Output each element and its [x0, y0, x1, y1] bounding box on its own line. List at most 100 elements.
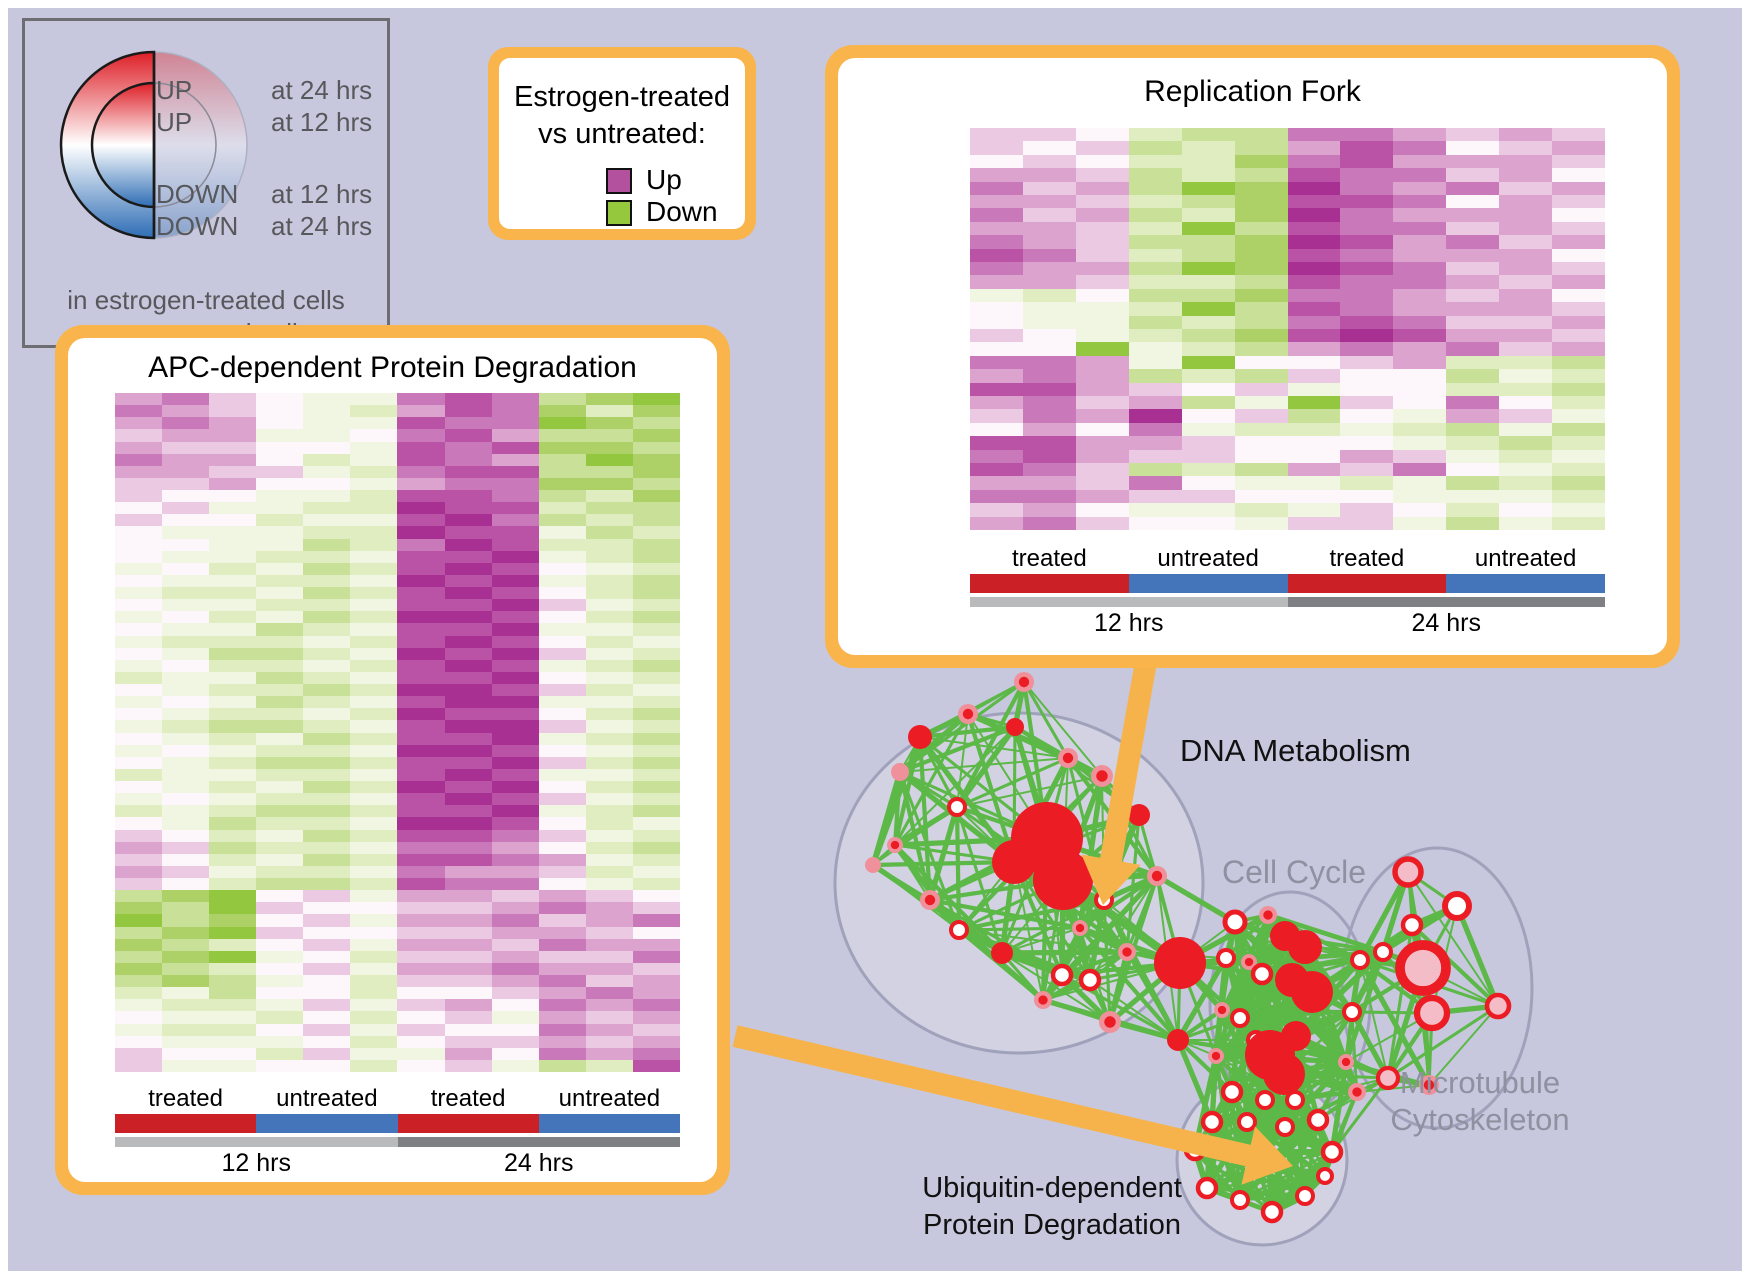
- footer-label: 12 hrs: [221, 1149, 291, 1177]
- heatmap-cell: [1234, 141, 1288, 155]
- heatmap-cell: [209, 538, 257, 551]
- heatmap-cell: [256, 805, 304, 818]
- heatmap-cell: [491, 453, 539, 466]
- heatmap-cell: [350, 1035, 398, 1048]
- legend-time: at 24 hrs: [271, 75, 373, 105]
- heatmap-cell: [585, 393, 633, 406]
- heatmap-cell: [115, 647, 163, 660]
- heatmap-cell: [1075, 449, 1129, 463]
- heatmap-cell: [1128, 395, 1182, 410]
- heatmap-cell: [1552, 154, 1605, 169]
- heatmap-cell: [115, 853, 163, 866]
- heatmap-cell: [538, 756, 586, 769]
- heatmap-cell: [491, 744, 539, 757]
- heatmap-cell: [1022, 382, 1076, 396]
- heatmap-cell: [585, 684, 633, 697]
- footer-bar: [1287, 574, 1447, 593]
- heatmap-cell: [303, 768, 351, 781]
- heatmap-cell: [162, 781, 210, 794]
- heatmap-cell: [1234, 154, 1288, 169]
- network-edge: [1022, 681, 1070, 759]
- heatmap-cell: [397, 781, 445, 794]
- heatmap-cell: [585, 865, 633, 878]
- heatmap-cell: [1075, 503, 1129, 517]
- footer-bar: [397, 1114, 539, 1133]
- heatmap-cell: [1181, 275, 1235, 289]
- heatmap-cell: [632, 502, 680, 515]
- heatmap-cell: [585, 902, 633, 915]
- heatmap-cell: [585, 841, 633, 854]
- heatmap-cell: [256, 635, 304, 648]
- heatmap-cell: [444, 465, 492, 478]
- network-edge: [1078, 874, 1159, 930]
- network-node-ring: [1230, 1190, 1250, 1210]
- heatmap-cell: [209, 853, 257, 866]
- network-node-ring-pink: [1392, 856, 1424, 888]
- heatmap-cell: [970, 194, 1023, 209]
- heatmap-cell: [444, 902, 492, 915]
- heatmap-cell: [632, 647, 680, 660]
- heatmap-cell: [397, 538, 445, 551]
- heatmap-cell: [1022, 168, 1076, 182]
- heatmap-cell: [256, 574, 304, 587]
- heatmap-cell: [1181, 382, 1235, 396]
- heatmap-cell: [1075, 288, 1129, 303]
- heatmap-cell: [1446, 208, 1500, 222]
- heatmap-cell: [350, 878, 398, 891]
- heatmap-cell: [162, 708, 210, 721]
- heatmap-cell: [970, 181, 1023, 195]
- heatmap-cell: [397, 465, 445, 478]
- heatmap-cell: [303, 550, 351, 563]
- heatmap-cell: [970, 302, 1023, 316]
- heatmap-cell: [303, 950, 351, 963]
- heatmap-cell: [350, 1011, 398, 1024]
- heatmap-cell: [1552, 436, 1605, 450]
- heatmap-cell: [115, 902, 163, 915]
- heatmap-cell: [303, 999, 351, 1012]
- footer-label: treated: [1012, 545, 1087, 572]
- heatmap-cell: [444, 599, 492, 612]
- heatmap-cell: [1287, 462, 1341, 477]
- heatmap-cell: [1340, 462, 1394, 477]
- heatmap-cell: [1340, 248, 1394, 262]
- heatmap-cell: [970, 141, 1023, 155]
- heatmap-cell: [1499, 489, 1553, 504]
- heatmap-cell: [1499, 503, 1553, 517]
- heatmap-cell: [1446, 275, 1500, 289]
- heatmap-cell: [1234, 476, 1288, 490]
- heatmap-cell: [162, 841, 210, 854]
- heatmap-cell: [1022, 449, 1076, 463]
- heatmap-cell: [632, 841, 680, 854]
- heatmap-cell: [256, 647, 304, 660]
- network-node-ring: [1195, 1176, 1219, 1200]
- heatmap-cell: [585, 453, 633, 466]
- group-labels-row: treated untreated treated untreated: [970, 545, 1605, 573]
- heatmap-cell: [256, 865, 304, 878]
- heatmap-cell: [1499, 141, 1553, 155]
- heatmap-cell: [256, 817, 304, 830]
- updown-time-legend: UP at 24 hrs UP at 12 hrs DOWN at 12 hrs…: [22, 18, 390, 348]
- heatmap-cell: [632, 865, 680, 878]
- heatmap-cell: [162, 611, 210, 624]
- heatmap-cell: [1128, 422, 1182, 437]
- callout-arrow-shaft: [1099, 654, 1158, 866]
- heatmap-cell: [632, 490, 680, 503]
- heatmap-cell: [1128, 516, 1182, 530]
- heatmap-cell: [632, 805, 680, 818]
- heatmap-cell: [209, 975, 257, 988]
- heatmap-cell: [397, 477, 445, 490]
- heatmap-cell: [1234, 342, 1288, 356]
- heatmap-cell: [303, 853, 351, 866]
- heatmap-cell: [303, 1011, 351, 1024]
- heatmap-cell: [970, 516, 1023, 530]
- heatmap-cell: [115, 1047, 163, 1060]
- heatmap-cell: [1499, 355, 1553, 370]
- heatmap-cell: [256, 914, 304, 927]
- heatmap-cell: [491, 865, 539, 878]
- network-node-ring: [1250, 962, 1274, 986]
- heatmap-cell: [350, 744, 398, 757]
- heatmap-cell: [162, 720, 210, 733]
- heatmap-cell: [632, 756, 680, 769]
- network-edge: [956, 713, 969, 808]
